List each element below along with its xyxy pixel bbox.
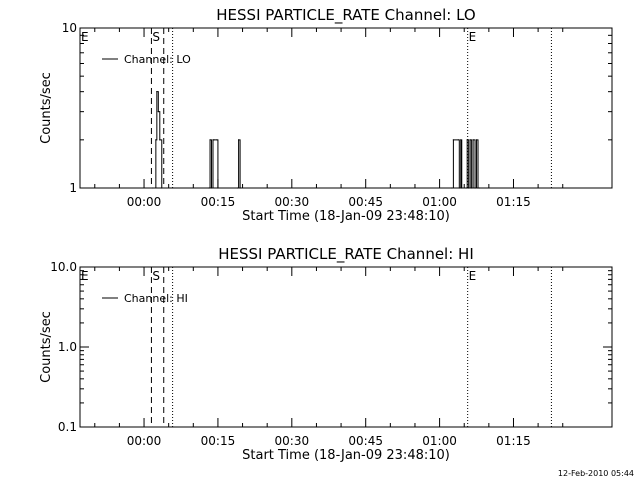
data-point [466, 139, 468, 141]
data-point [216, 139, 218, 141]
y-axis-label: Counts/sec [39, 311, 54, 383]
data-point [478, 187, 481, 189]
data-point [475, 139, 478, 141]
data-point [237, 187, 239, 189]
data-point [457, 139, 459, 141]
x-tick-label: 01:15 [496, 195, 531, 209]
plot-frame [79, 266, 613, 428]
marker-label: E [81, 30, 89, 44]
footer-timestamp: 12-Feb-2010 05:44 [557, 469, 634, 478]
x-tick-label: 00:15 [201, 195, 236, 209]
y-tick-label: 1.0 [58, 340, 77, 354]
y-tick-label: 10 [62, 21, 77, 35]
legend-label: Channel: LO [124, 53, 191, 66]
data-point [210, 187, 213, 189]
marker-label: E [469, 269, 477, 283]
x-axis-label: Start Time (18-Jan-09 23:48:10) [242, 448, 450, 463]
data-point [159, 139, 161, 141]
data-point [451, 187, 453, 189]
data-point [156, 91, 158, 93]
data-point [209, 139, 211, 141]
marker-label: S [152, 269, 160, 283]
data-point [161, 187, 163, 189]
x-tick-label: 00:30 [275, 195, 310, 209]
y-tick-label: 0.1 [58, 420, 77, 434]
data-point [469, 139, 471, 141]
data-point [239, 187, 241, 189]
data-point [155, 139, 157, 141]
data-point [152, 187, 154, 189]
data-point [460, 139, 462, 141]
chart-panel-1: HESSI PARTICLE_RATE Channel: LO 00:00 00:1… [39, 6, 613, 224]
y-tick-label: 10.0 [50, 260, 77, 274]
x-tick-label: 00:45 [348, 434, 383, 448]
marker-label: E [81, 269, 89, 283]
data-point [468, 187, 470, 189]
data-point [461, 187, 463, 189]
x-tick-label: 00:15 [201, 434, 236, 448]
plot-frame [79, 27, 613, 189]
y-axis-label: Counts/sec [39, 72, 54, 144]
x-axis-label: Start Time (18-Jan-09 23:48:10) [242, 209, 450, 224]
x-tick-label: 01:15 [496, 434, 531, 448]
data-point [474, 187, 476, 189]
chart-panel-2: HESSI PARTICLE_RATE Channel: HI 00:00 00:1… [39, 245, 613, 463]
data-point [212, 139, 214, 141]
x-tick-label: 00:30 [275, 434, 310, 448]
data-point [217, 187, 219, 189]
data-point [452, 139, 454, 141]
chart-title: HESSI PARTICLE_RATE Channel: LO [216, 6, 475, 25]
marker-label: S [152, 30, 160, 44]
series-line [152, 91, 480, 189]
chart-title: HESSI PARTICLE_RATE Channel: HI [218, 245, 474, 264]
data-point [458, 187, 460, 189]
y-tick-label: 1 [69, 181, 77, 195]
data-point [157, 111, 159, 113]
data-point [465, 187, 467, 189]
data-point [471, 187, 473, 189]
data-point [477, 187, 479, 189]
data-point [213, 139, 215, 141]
legend-label: Channel: HI [124, 292, 188, 305]
data-point [472, 139, 474, 141]
x-tick-label: 01:00 [422, 434, 457, 448]
data-point [208, 187, 210, 189]
marker-label: E [469, 30, 477, 44]
data-point [238, 139, 240, 141]
x-tick-label: 00:00 [127, 195, 162, 209]
x-tick-label: 00:45 [348, 195, 383, 209]
x-tick-label: 00:00 [127, 434, 162, 448]
x-tick-label: 01:00 [422, 195, 457, 209]
